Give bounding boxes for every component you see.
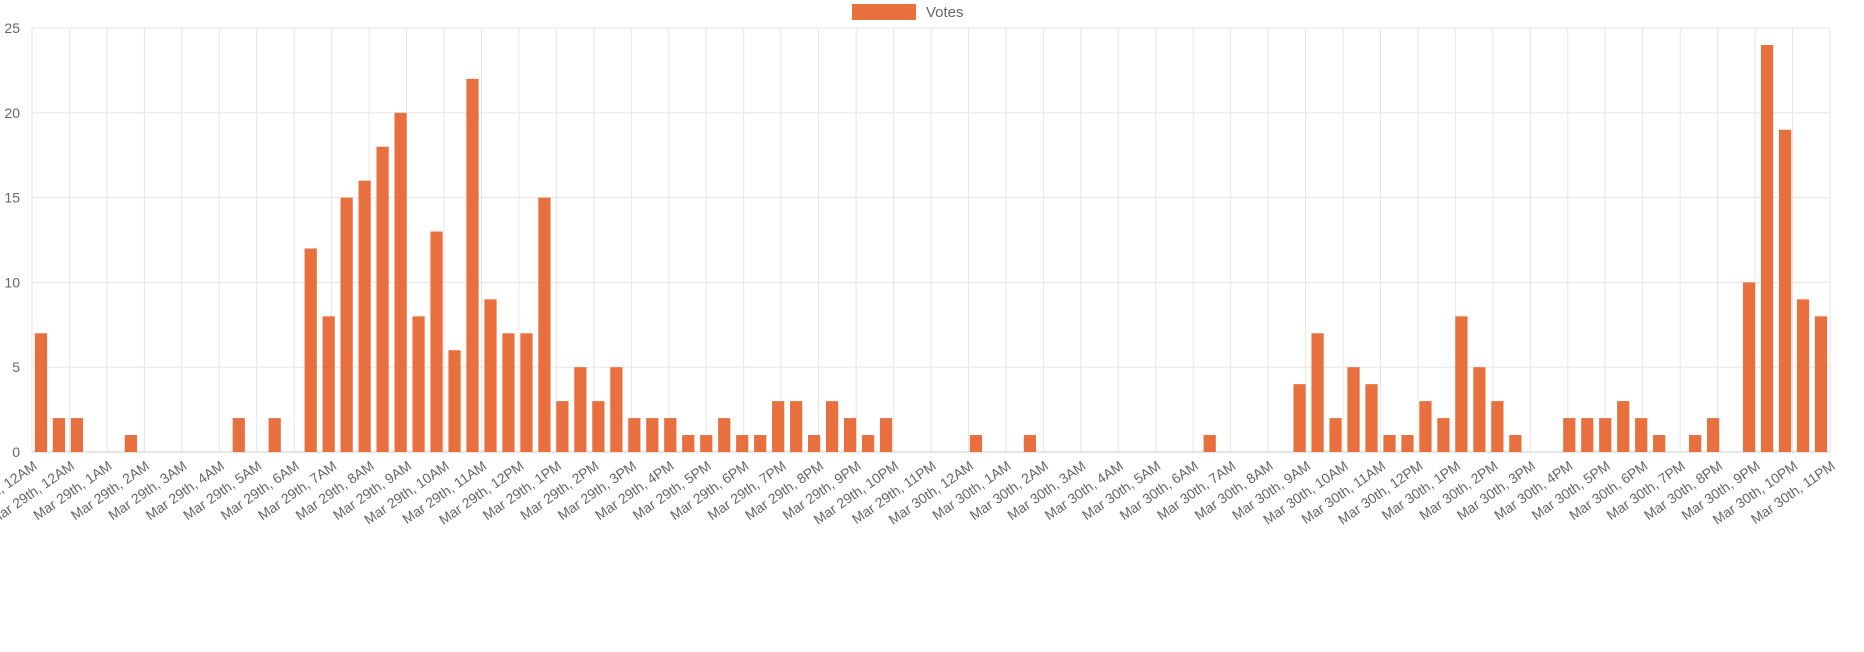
- bar[interactable]: [1635, 418, 1648, 452]
- legend[interactable]: Votes: [852, 4, 964, 21]
- bar[interactable]: [736, 435, 749, 452]
- grid-lines: [31, 27, 1831, 453]
- bar[interactable]: [772, 401, 785, 452]
- bar[interactable]: [808, 435, 821, 452]
- bar[interactable]: [448, 350, 461, 452]
- bar[interactable]: [430, 231, 443, 452]
- bar-series-votes: [34, 44, 1828, 453]
- bar[interactable]: [1347, 367, 1360, 452]
- bar[interactable]: [754, 435, 767, 452]
- bar[interactable]: [232, 418, 245, 452]
- bar[interactable]: [484, 299, 497, 452]
- bar[interactable]: [1437, 418, 1450, 452]
- bar[interactable]: [1617, 401, 1630, 452]
- bar[interactable]: [1814, 316, 1828, 452]
- bar[interactable]: [34, 333, 48, 452]
- bar[interactable]: [1455, 316, 1468, 452]
- bar[interactable]: [1491, 401, 1504, 452]
- bar[interactable]: [1778, 129, 1792, 452]
- y-tick-label: 0: [12, 444, 20, 460]
- bar[interactable]: [879, 418, 893, 452]
- bar[interactable]: [358, 180, 371, 452]
- bar[interactable]: [70, 418, 84, 452]
- y-tick-label: 5: [12, 359, 20, 375]
- y-tick-label: 15: [4, 190, 20, 206]
- y-tick-label: 25: [4, 20, 20, 36]
- bar[interactable]: [1023, 435, 1037, 452]
- bar[interactable]: [466, 78, 479, 452]
- bar[interactable]: [124, 435, 138, 452]
- bar[interactable]: [1689, 435, 1702, 452]
- bar[interactable]: [1599, 418, 1612, 452]
- legend-swatch-votes[interactable]: [852, 4, 916, 20]
- y-tick-label: 20: [4, 105, 20, 121]
- bar[interactable]: [394, 112, 407, 453]
- bar[interactable]: [1365, 384, 1378, 452]
- bar[interactable]: [520, 333, 533, 452]
- bar[interactable]: [790, 401, 803, 452]
- bar[interactable]: [610, 367, 623, 452]
- bar[interactable]: [556, 401, 569, 452]
- bar[interactable]: [52, 418, 66, 452]
- bar[interactable]: [1401, 435, 1414, 452]
- bar[interactable]: [861, 435, 875, 452]
- bar[interactable]: [268, 418, 281, 452]
- bar[interactable]: [412, 316, 425, 452]
- bar[interactable]: [664, 418, 677, 452]
- bar[interactable]: [376, 146, 389, 452]
- bar[interactable]: [1203, 435, 1216, 452]
- bar[interactable]: [1796, 299, 1810, 452]
- bar[interactable]: [1311, 333, 1324, 452]
- bar[interactable]: [1293, 384, 1306, 452]
- bar[interactable]: [322, 316, 335, 452]
- bar[interactable]: [538, 197, 551, 452]
- bar[interactable]: [1742, 282, 1756, 452]
- bar[interactable]: [682, 435, 695, 452]
- bar[interactable]: [1419, 401, 1432, 452]
- bar[interactable]: [502, 333, 515, 452]
- bar[interactable]: [700, 435, 713, 452]
- bar[interactable]: [1760, 44, 1774, 453]
- y-tick-label: 10: [4, 274, 20, 290]
- bar[interactable]: [574, 367, 587, 452]
- bar[interactable]: [969, 435, 983, 452]
- bar[interactable]: [592, 401, 605, 452]
- bar[interactable]: [304, 248, 317, 452]
- bar[interactable]: [843, 418, 857, 452]
- legend-label-votes[interactable]: Votes: [926, 4, 964, 21]
- bar[interactable]: [1563, 418, 1576, 452]
- bar[interactable]: [628, 418, 641, 452]
- bar[interactable]: [1383, 435, 1396, 452]
- bar[interactable]: [1707, 418, 1720, 452]
- y-axis-ticks: 0 5 10 15 20 25: [4, 20, 20, 460]
- bar[interactable]: [718, 418, 731, 452]
- bar[interactable]: [1509, 435, 1522, 452]
- bar[interactable]: [825, 401, 839, 452]
- bar[interactable]: [1473, 367, 1486, 452]
- bar[interactable]: [1581, 418, 1594, 452]
- bar[interactable]: [1329, 418, 1342, 452]
- bar[interactable]: [646, 418, 659, 452]
- bar[interactable]: [340, 197, 353, 452]
- bar[interactable]: [1653, 435, 1666, 452]
